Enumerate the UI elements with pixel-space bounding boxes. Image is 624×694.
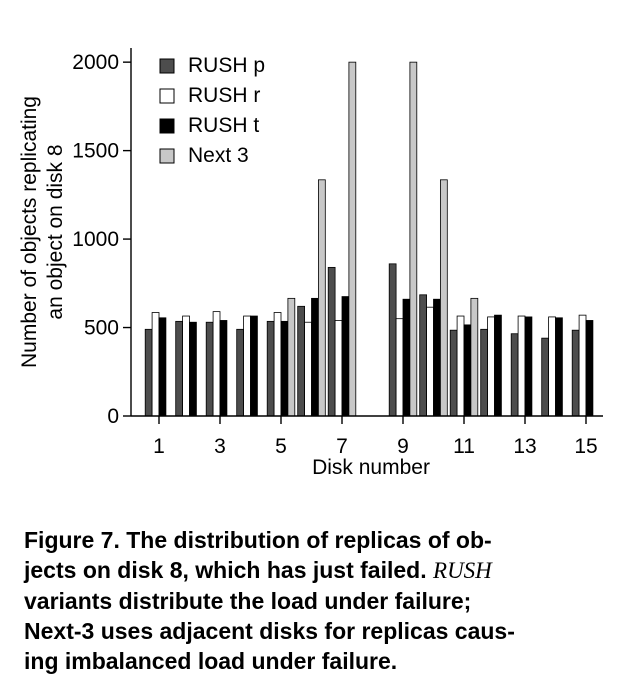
bar-rush-r-disk-10 (426, 306, 434, 417)
bar-rush-r-disk-13 (517, 315, 526, 417)
legend-swatch-rush-r (159, 88, 175, 104)
x-tick-label-13: 13 (513, 435, 536, 458)
bar-rush-p-disk-13 (510, 333, 519, 417)
bar-rush-t-disk-4 (250, 315, 258, 417)
bar-rush-p-disk-4 (236, 328, 244, 417)
bar-rush-t-disk-1 (158, 317, 167, 417)
x-tick-label-9: 9 (397, 435, 409, 458)
legend-swatch-rush-p (159, 58, 175, 74)
bar-rush-r-disk-1 (151, 312, 160, 417)
bar-rush-t-disk-13 (524, 316, 533, 417)
bar-rush-p-disk-2 (175, 320, 183, 417)
bar-rush-p-disk-12 (480, 328, 489, 417)
chart: 0 500 1000 1500 2000 1 3 5 7 9 11 13 15 Disk number Nu… (18, 48, 603, 479)
bar-rush-t-disk-11 (463, 324, 472, 417)
bar-rush-t-disk-14 (555, 317, 563, 417)
bar-next-3-disk-7 (348, 61, 357, 417)
y-axis-label-line-2: an object on disk 8 (44, 144, 67, 319)
caption-text-e: ing imbalanced load under failure. (24, 648, 398, 674)
y-tick-label-1000: 1000 (72, 228, 119, 251)
bar-rush-p-disk-9 (388, 263, 397, 417)
legend-label-next-3: Next 3 (188, 144, 249, 167)
bar-rush-t-disk-2 (189, 321, 197, 417)
x-tick-label-1: 1 (153, 435, 165, 458)
x-tick-label-11: 11 (453, 435, 475, 458)
bar-rush-r-disk-14 (548, 316, 556, 417)
bar-rush-p-disk-15 (571, 329, 580, 417)
bar-rush-t-disk-6 (311, 297, 319, 417)
x-tick-label-5: 5 (275, 435, 287, 458)
x-tick-label-3: 3 (214, 435, 226, 458)
bar-next-3-disk-11 (470, 297, 479, 417)
bar-rush-r-disk-15 (578, 314, 587, 417)
legend-swatch-next-3 (159, 148, 175, 164)
bar-rush-p-disk-7 (327, 266, 336, 417)
legend-label-rush-r: RUSH r (188, 84, 260, 107)
bar-next-3-disk-10 (439, 179, 448, 417)
bar-rush-p-disk-11 (449, 329, 458, 417)
bar-next-3-disk-6 (317, 179, 326, 417)
caption-figure-label: Figure 7. (24, 527, 120, 553)
bar-rush-p-disk-1 (144, 328, 153, 417)
figure-caption: Figure 7. The distribution of replicas o… (24, 525, 592, 676)
y-tick-label-2000: 2000 (72, 51, 119, 74)
legend-swatch-rush-t (159, 118, 175, 134)
bar-rush-p-disk-3 (205, 321, 214, 417)
bar-rush-r-disk-9 (395, 318, 404, 417)
bar-rush-r-disk-5 (273, 312, 282, 417)
bar-rush-p-disk-14 (541, 337, 550, 417)
y-tick-label-1500: 1500 (72, 140, 119, 163)
y-tick-label-0: 0 (107, 405, 119, 428)
y-tick-label-500: 500 (84, 317, 119, 340)
bar-rush-r-disk-12 (487, 316, 495, 417)
x-tick-label-15: 15 (574, 435, 597, 458)
x-axis-label: Disk number (312, 456, 430, 479)
bar-rush-t-disk-15 (585, 320, 594, 417)
y-axis-label-line-1: Number of objects replicating (18, 96, 41, 368)
caption-variant: RUSH (433, 558, 492, 583)
bar-rush-r-disk-2 (182, 315, 190, 417)
bar-rush-r-disk-3 (212, 311, 221, 417)
bar-rush-r-disk-7 (334, 320, 343, 417)
x-tick-label-7: 7 (336, 435, 348, 458)
caption-text-b: jects on disk 8, which has just failed. (24, 557, 427, 583)
bar-rush-t-disk-9 (402, 298, 411, 417)
bar-rush-p-disk-5 (266, 320, 275, 417)
caption-text-a: The distribution of replicas of ob- (126, 527, 492, 553)
bar-rush-t-disk-10 (433, 298, 441, 417)
bar-rush-t-disk-12 (494, 314, 502, 417)
bar-rush-r-disk-4 (243, 315, 251, 417)
bar-rush-p-disk-10 (419, 294, 428, 417)
bar-rush-r-disk-11 (456, 315, 465, 417)
bar-rush-p-disk-6 (297, 305, 306, 417)
caption-text-c: variants distribute the load under failu… (24, 588, 472, 614)
bar-rush-t-disk-5 (280, 320, 289, 417)
caption-text-d: Next-3 uses adjacent disks for replicas … (24, 618, 515, 644)
bar-rush-r-disk-6 (304, 321, 312, 417)
bar-next-3-disk-5 (287, 297, 296, 417)
bar-next-3-disk-9 (409, 61, 418, 417)
legend-label-rush-t: RUSH t (188, 114, 259, 137)
bar-rush-t-disk-3 (219, 320, 228, 417)
bar-rush-t-disk-7 (341, 296, 350, 417)
legend-label-rush-p: RUSH p (188, 54, 265, 77)
